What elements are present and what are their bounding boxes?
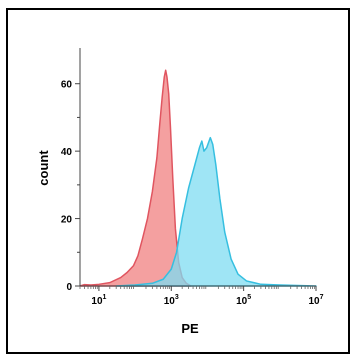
- x-tick-label: 105: [236, 294, 251, 307]
- figure-border: [6, 8, 350, 354]
- y-axis-label: count: [36, 150, 51, 186]
- y-tick-label: 20: [61, 215, 73, 226]
- x-tick-label: 101: [91, 294, 106, 307]
- y-tick-label: 60: [61, 80, 73, 91]
- y-tick-label: 0: [66, 282, 72, 293]
- x-tick-label: 107: [308, 294, 323, 307]
- y-tick-label: 40: [61, 147, 73, 158]
- x-tick-label: 103: [164, 294, 179, 307]
- series-2-area: [115, 136, 317, 287]
- x-axis-label: PE: [181, 321, 199, 336]
- series-1-area: [79, 69, 192, 287]
